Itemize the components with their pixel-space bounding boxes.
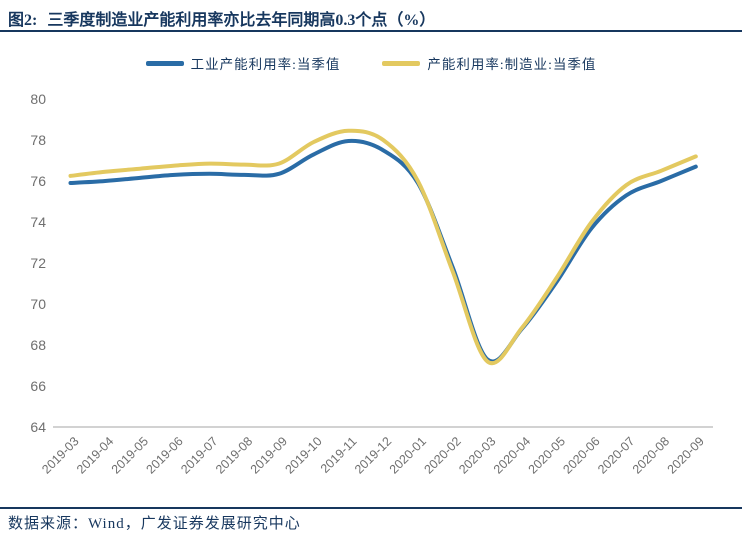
x-axis-label: 2019-09: [248, 434, 290, 476]
legend-line-swatch-blue: [145, 60, 184, 66]
x-axis-label: 2019-08: [213, 434, 255, 476]
x-axis-label: 2019-12: [352, 434, 394, 476]
series-line-1: [68, 128, 698, 366]
title-divider: [0, 30, 742, 32]
x-axis-label: 2019-07: [178, 434, 220, 476]
data-source-text: 数据来源：Wind，广发证券发展研究中心: [8, 516, 301, 532]
y-axis-label: 76: [30, 173, 46, 189]
y-axis-label: 64: [30, 419, 46, 435]
footer-divider: [0, 507, 742, 509]
series-line-0: [68, 138, 698, 364]
y-axis-label: 72: [30, 255, 46, 271]
y-axis-label: 80: [30, 91, 46, 107]
x-axis-label: 2020-04: [491, 434, 533, 476]
x-axis-label: 2020-06: [560, 434, 602, 476]
x-axis-label: 2019-04: [74, 434, 116, 476]
x-axis-label: 2020-07: [595, 434, 637, 476]
legend-item-industrial: 工业产能利用率:当季值: [145, 53, 341, 73]
x-axis-label: 2019-11: [318, 434, 360, 476]
x-axis-label: 2020-09: [665, 434, 707, 476]
y-axis-label: 78: [30, 132, 46, 148]
x-axis-label: 2020-05: [526, 434, 568, 476]
legend-line-swatch-yellow: [382, 60, 421, 66]
x-axis-label: 2020-08: [630, 434, 672, 476]
x-axis-label: 2019-06: [144, 434, 186, 476]
x-axis-label: 2019-10: [282, 434, 324, 476]
y-axis-label: 68: [30, 337, 46, 353]
x-axis-label: 2019-03: [39, 434, 81, 476]
legend-label-manufacturing: 产能利用率:制造业:当季值: [427, 57, 597, 72]
legend-label-industrial: 工业产能利用率:当季值: [190, 57, 341, 72]
x-axis-label: 2020-01: [387, 434, 429, 476]
y-axis-label: 74: [30, 214, 46, 230]
x-axis-label: 2020-03: [456, 434, 498, 476]
figure-title: 图2: 三季度制造业产能利用率亦比去年同期高0.3个点（%）: [8, 6, 734, 30]
y-axis-label: 70: [30, 296, 46, 312]
x-axis-label: 2019-05: [109, 434, 151, 476]
chart-legend: 工业产能利用率:当季值 产能利用率:制造业:当季值: [0, 53, 742, 73]
figure-title-text: 三季度制造业产能利用率亦比去年同期高0.3个点（%）: [47, 12, 436, 29]
figure-number-label: 图2:: [8, 12, 38, 29]
legend-item-manufacturing: 产能利用率:制造业:当季值: [382, 53, 596, 73]
x-axis-label: 2020-02: [421, 434, 463, 476]
y-axis-label: 66: [30, 378, 46, 394]
